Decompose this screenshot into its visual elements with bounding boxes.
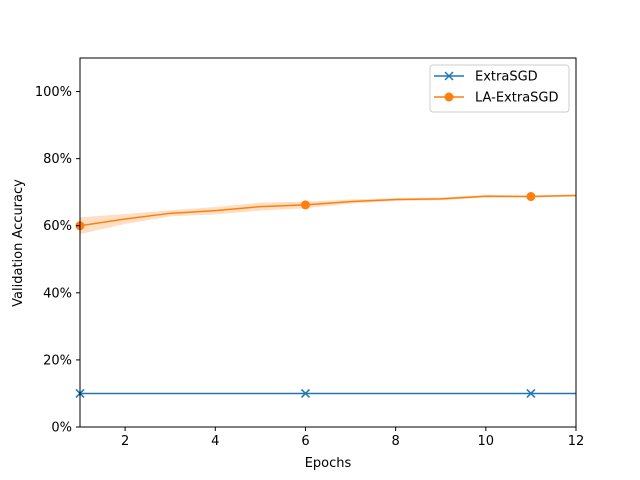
la-extrasgd-confidence-band [80, 194, 576, 235]
x-axis-label: Epochs [305, 456, 352, 471]
extrasgd-point [300, 388, 310, 398]
legend-box [429, 64, 570, 113]
extrasgd-point [526, 388, 536, 398]
x-tick-label: 10 [478, 434, 495, 449]
x-tick-label: 6 [301, 434, 309, 449]
plot-frame [79, 57, 577, 428]
la-extrasgd-point [300, 200, 310, 210]
x-tick-label: 4 [211, 434, 219, 449]
legend-swatch-marker [444, 71, 454, 81]
series-layer [80, 194, 576, 395]
la-extrasgd-point [526, 192, 536, 202]
y-tick-label: 80% [43, 152, 72, 167]
legend: ExtraSGD LA-ExtraSGD [429, 64, 570, 113]
y-axis: 0% 20% 40% 60% 80% 100% [35, 85, 80, 436]
marker-layer [75, 192, 536, 398]
x-tick-label: 12 [568, 434, 585, 449]
x-tick-label: 8 [391, 434, 399, 449]
y-tick-label: 0% [51, 421, 72, 436]
x-axis: 2 4 6 8 10 12 [121, 427, 584, 449]
plot-area [75, 57, 577, 428]
y-tick-label: 100% [35, 85, 72, 100]
y-axis-label: Validation Accuracy [11, 179, 26, 307]
la-extrasgd-series-line [80, 194, 576, 227]
legend-label: ExtraSGD [475, 70, 538, 85]
y-tick-label: 20% [43, 353, 72, 368]
legend-swatch-marker [444, 92, 454, 102]
x-tick-label: 2 [121, 434, 129, 449]
legend-label: LA-ExtraSGD [475, 91, 559, 106]
legend-entry-extrasgd: ExtraSGD [434, 70, 538, 85]
y-tick-label: 60% [43, 219, 72, 234]
legend-entries: ExtraSGD LA-ExtraSGD [434, 70, 559, 106]
y-tick-label: 40% [43, 286, 72, 301]
legend-entry-la-extrasgd: LA-ExtraSGD [434, 91, 559, 106]
